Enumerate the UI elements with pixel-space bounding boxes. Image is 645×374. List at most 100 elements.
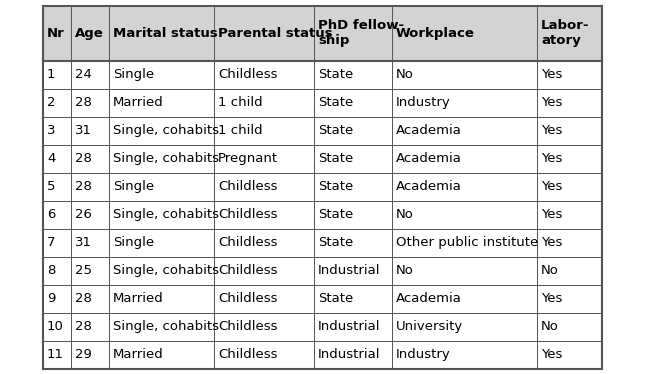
Bar xyxy=(537,116,602,144)
Text: PhD fellow-
ship: PhD fellow- ship xyxy=(318,19,404,47)
Text: 31: 31 xyxy=(75,124,92,137)
Text: Married: Married xyxy=(113,348,164,361)
Text: Single, cohabits: Single, cohabits xyxy=(113,320,219,333)
Text: Pregnant: Pregnant xyxy=(218,152,278,165)
Text: 26: 26 xyxy=(75,208,92,221)
Text: State: State xyxy=(318,180,353,193)
Text: Single: Single xyxy=(113,180,154,193)
Text: State: State xyxy=(318,236,353,249)
Text: Parental status: Parental status xyxy=(218,27,333,40)
Text: 8: 8 xyxy=(47,264,55,277)
Text: 28: 28 xyxy=(75,292,92,305)
Bar xyxy=(43,6,71,61)
Bar xyxy=(537,200,602,229)
Bar xyxy=(43,172,71,200)
Bar xyxy=(392,144,537,172)
Bar xyxy=(392,6,537,61)
Bar xyxy=(392,200,537,229)
Text: No: No xyxy=(396,264,414,277)
Bar xyxy=(314,200,392,229)
Text: Childless: Childless xyxy=(218,236,277,249)
Bar xyxy=(109,200,214,229)
Text: 7: 7 xyxy=(47,236,55,249)
Bar xyxy=(214,6,314,61)
Bar xyxy=(71,61,109,89)
Text: Childless: Childless xyxy=(218,180,277,193)
Text: State: State xyxy=(318,292,353,305)
Bar xyxy=(392,89,537,116)
Bar xyxy=(392,172,537,200)
Bar xyxy=(43,61,71,89)
Bar xyxy=(392,313,537,340)
Bar xyxy=(43,229,71,257)
Bar xyxy=(109,285,214,313)
Bar xyxy=(43,340,71,368)
Text: State: State xyxy=(318,152,353,165)
Bar xyxy=(392,257,537,285)
Text: Single, cohabits: Single, cohabits xyxy=(113,208,219,221)
Bar xyxy=(43,200,71,229)
Text: 4: 4 xyxy=(47,152,55,165)
Bar xyxy=(214,172,314,200)
Text: 1 child: 1 child xyxy=(218,124,263,137)
Bar xyxy=(537,313,602,340)
Bar xyxy=(43,285,71,313)
Text: Academia: Academia xyxy=(396,124,462,137)
Text: 1: 1 xyxy=(47,68,55,81)
Text: State: State xyxy=(318,124,353,137)
Text: Industrial: Industrial xyxy=(318,320,381,333)
Text: 28: 28 xyxy=(75,152,92,165)
Bar xyxy=(109,116,214,144)
Text: No: No xyxy=(396,208,414,221)
Bar xyxy=(71,340,109,368)
Bar xyxy=(71,144,109,172)
Text: Age: Age xyxy=(75,27,104,40)
Bar xyxy=(43,6,602,368)
Text: Yes: Yes xyxy=(541,208,562,221)
Bar xyxy=(392,229,537,257)
Text: Nr: Nr xyxy=(47,27,64,40)
Bar xyxy=(71,89,109,116)
Text: 31: 31 xyxy=(75,236,92,249)
Bar xyxy=(43,313,71,340)
Text: 6: 6 xyxy=(47,208,55,221)
Bar xyxy=(392,61,537,89)
Text: Other public institute: Other public institute xyxy=(396,236,538,249)
Bar xyxy=(537,285,602,313)
Bar xyxy=(214,144,314,172)
Bar xyxy=(214,285,314,313)
Text: Marital status: Marital status xyxy=(113,27,218,40)
Bar xyxy=(71,285,109,313)
Bar xyxy=(109,144,214,172)
Text: Industry: Industry xyxy=(396,348,451,361)
Bar xyxy=(537,257,602,285)
Bar xyxy=(314,6,392,61)
Bar xyxy=(314,116,392,144)
Bar xyxy=(43,257,71,285)
Bar xyxy=(314,229,392,257)
Bar xyxy=(392,285,537,313)
Bar xyxy=(392,116,537,144)
Text: 29: 29 xyxy=(75,348,92,361)
Text: Childless: Childless xyxy=(218,292,277,305)
Bar xyxy=(537,144,602,172)
Bar xyxy=(214,340,314,368)
Text: Single: Single xyxy=(113,236,154,249)
Text: State: State xyxy=(318,68,353,81)
Text: 11: 11 xyxy=(47,348,64,361)
Bar xyxy=(109,172,214,200)
Text: University: University xyxy=(396,320,463,333)
Text: Childless: Childless xyxy=(218,208,277,221)
Text: State: State xyxy=(318,96,353,109)
Text: Single, cohabits: Single, cohabits xyxy=(113,152,219,165)
Bar xyxy=(43,89,71,116)
Text: 3: 3 xyxy=(47,124,55,137)
Text: 28: 28 xyxy=(75,180,92,193)
Bar xyxy=(71,257,109,285)
Bar xyxy=(214,257,314,285)
Text: Academia: Academia xyxy=(396,152,462,165)
Bar xyxy=(537,172,602,200)
Text: Childless: Childless xyxy=(218,320,277,333)
Text: Workplace: Workplace xyxy=(396,27,475,40)
Text: Yes: Yes xyxy=(541,180,562,193)
